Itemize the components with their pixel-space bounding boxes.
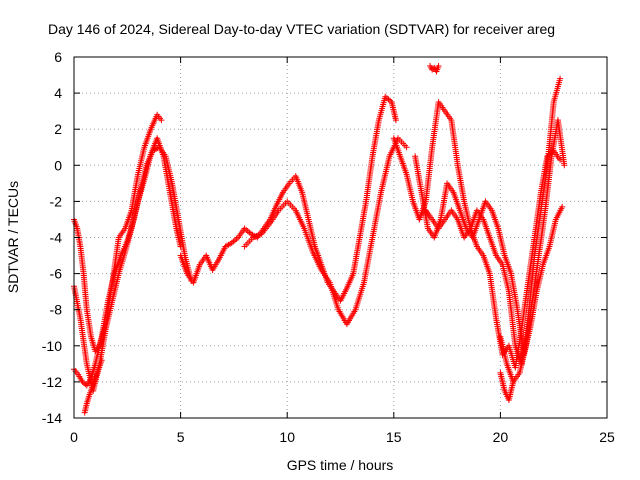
data-point — [158, 117, 165, 124]
series-track-11 — [497, 117, 568, 385]
y-tick-label: -6 — [50, 266, 63, 282]
data-points — [71, 63, 568, 416]
x-tick-label: 25 — [599, 429, 615, 445]
y-tick-label: -8 — [50, 302, 63, 318]
y-tick-label: 4 — [54, 85, 62, 101]
y-axis-label: SDTVAR / TECUs — [5, 181, 21, 293]
data-point — [403, 144, 410, 151]
data-point — [98, 357, 105, 364]
series-track-4 — [81, 357, 105, 416]
y-tick-label: -10 — [42, 338, 62, 354]
series-track-5 — [177, 93, 399, 304]
series-track-2 — [71, 144, 195, 389]
data-point — [559, 203, 566, 210]
y-tick-label: 2 — [54, 121, 62, 137]
data-point — [435, 63, 442, 70]
data-point — [561, 162, 568, 169]
y-tick-label: -14 — [42, 410, 62, 426]
plot-frame — [73, 56, 608, 419]
x-tick-label: 20 — [493, 429, 509, 445]
y-tick-label: 0 — [54, 157, 62, 173]
data-point — [392, 117, 399, 124]
data-point — [385, 96, 392, 103]
data-point — [177, 243, 184, 250]
data-point — [244, 228, 251, 235]
x-tick-label: 0 — [70, 429, 78, 445]
data-point — [233, 235, 240, 242]
series-track-1 — [71, 111, 165, 355]
y-tick-label: -4 — [50, 230, 63, 246]
x-tick-label: 5 — [177, 429, 185, 445]
series-track-12 — [497, 369, 517, 403]
x-axis-label: GPS time / hours — [287, 457, 394, 473]
series-track-6 — [241, 135, 410, 328]
data-point — [231, 237, 238, 244]
y-tick-label: -2 — [50, 193, 63, 209]
data-point — [510, 378, 517, 385]
data-point — [557, 75, 564, 82]
series-track-3 — [71, 135, 184, 394]
y-axis-ticks: -14 -12 -10 -8 -6 -4 -2 0 2 4 6 — [42, 49, 607, 426]
x-tick-label: 15 — [386, 429, 402, 445]
x-tick-label: 10 — [279, 429, 295, 445]
series-track-10 — [427, 63, 442, 75]
x-axis-ticks: 0 5 10 15 20 25 — [70, 57, 615, 445]
chart-title: Day 146 of 2024, Sidereal Day-to-day VTE… — [48, 21, 555, 37]
y-tick-label: 6 — [54, 49, 62, 65]
y-tick-label: -12 — [42, 374, 62, 390]
grid-lines — [73, 56, 608, 419]
